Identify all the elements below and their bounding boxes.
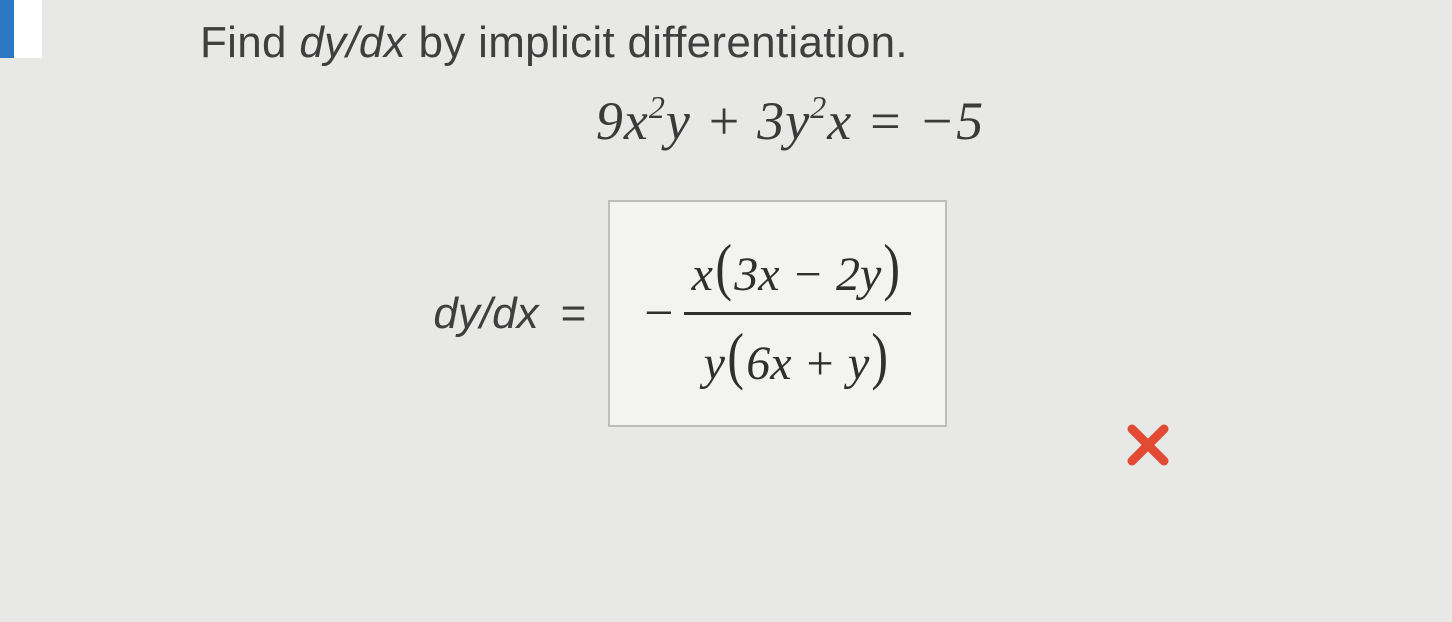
answer-lhs: dy/dx	[433, 289, 538, 339]
answer-fraction: x(3x − 2y) y(6x + y)	[684, 230, 911, 397]
incorrect-icon	[1126, 423, 1170, 467]
term-b-exp: 2	[810, 89, 827, 125]
negative-sign: −	[644, 284, 673, 343]
question-prompt: Find dy/dx by implicit differentiation.	[200, 18, 1380, 68]
numerator-lead: x	[692, 248, 713, 301]
denominator-lead: y	[704, 337, 725, 390]
open-paren-icon: (	[727, 319, 744, 393]
fraction-bar	[684, 312, 911, 315]
term-a-coef: 9x	[596, 91, 649, 151]
term-a-exp: 2	[649, 89, 666, 125]
prompt-suffix: by implicit differentiation.	[406, 18, 908, 67]
rhs-value: −5	[919, 91, 984, 151]
denominator-inner: 6x + y	[746, 337, 869, 390]
close-paren-icon: )	[884, 230, 901, 304]
term-a-tail: y	[666, 91, 691, 151]
plus-sign: +	[691, 91, 757, 151]
answer-equals: =	[561, 289, 587, 339]
close-paren-icon: )	[872, 319, 889, 393]
question-content: Find dy/dx by implicit differentiation. …	[200, 18, 1380, 427]
answer-input-box[interactable]: − x(3x − 2y) y(6x + y)	[608, 200, 946, 427]
fraction-denominator: y(6x + y)	[696, 319, 899, 397]
open-paren-icon: (	[715, 230, 732, 304]
prompt-variable: dy/dx	[299, 18, 406, 67]
term-b-coef: 3y	[757, 91, 810, 151]
term-b-tail: x	[827, 91, 852, 151]
numerator-inner: 3x − 2y	[734, 248, 881, 301]
equation-display: 9x2y + 3y2x = −5	[200, 90, 1380, 152]
prompt-prefix: Find	[200, 18, 299, 67]
question-tab-edge	[0, 0, 42, 58]
fraction-numerator: x(3x − 2y)	[684, 230, 911, 308]
answer-row: dy/dx = − x(3x − 2y) y(6x + y)	[200, 200, 1180, 427]
equals-sign: =	[852, 91, 918, 151]
